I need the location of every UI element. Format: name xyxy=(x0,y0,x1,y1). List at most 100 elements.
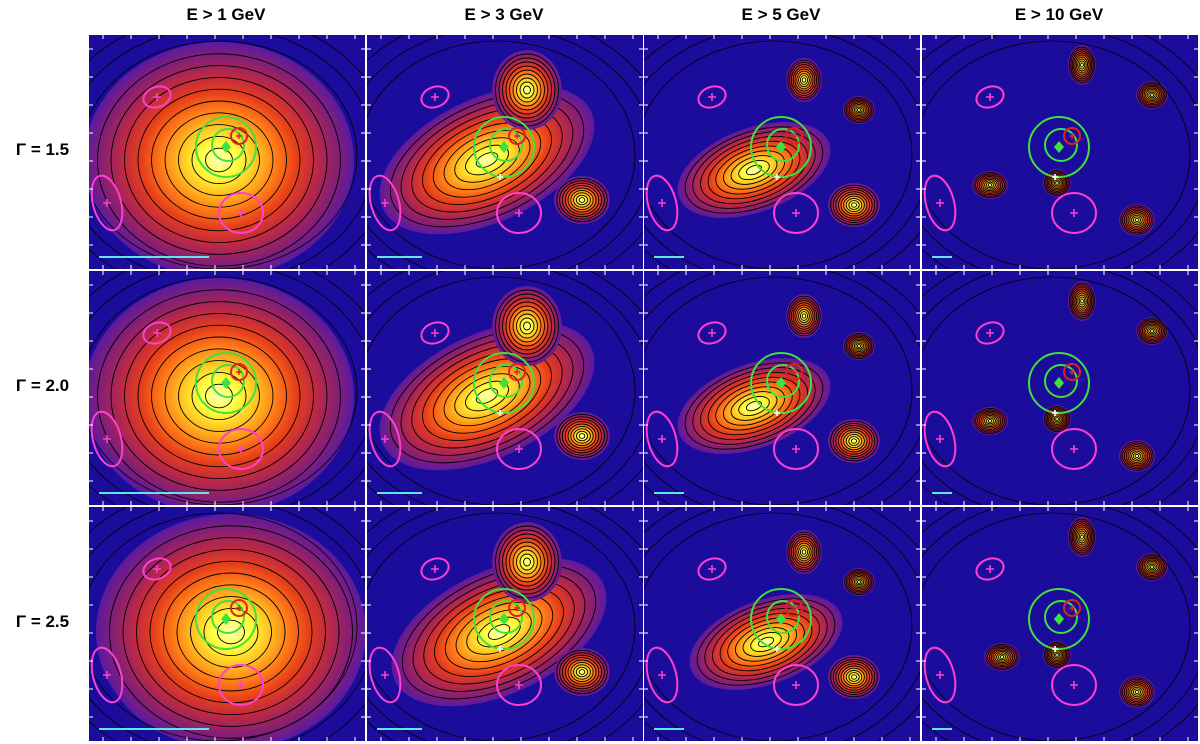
contour-line xyxy=(498,293,556,359)
contour-line xyxy=(1075,528,1089,546)
contour-line xyxy=(1122,678,1152,706)
contour-line xyxy=(1125,445,1149,467)
contour-line xyxy=(1143,323,1161,339)
emission-blob xyxy=(843,568,875,596)
contour-line xyxy=(850,674,858,680)
emission-blob xyxy=(1068,281,1096,321)
contour-line xyxy=(124,76,314,244)
contour-line xyxy=(832,658,876,696)
contour-line xyxy=(512,73,542,107)
contour-line xyxy=(856,580,862,584)
contour-line xyxy=(1123,680,1151,704)
contour-line xyxy=(502,533,552,591)
contour-line xyxy=(734,622,798,662)
contour-line xyxy=(994,650,1010,664)
panel-row3-col4 xyxy=(922,507,1198,741)
contour-line xyxy=(1073,52,1091,78)
contour-line xyxy=(567,423,597,449)
sky-map-image xyxy=(89,271,365,505)
sky-map-image xyxy=(922,35,1198,269)
contour-line xyxy=(699,371,809,441)
contour-line xyxy=(1131,686,1143,698)
contour-line xyxy=(840,429,868,453)
map-background xyxy=(922,271,1198,505)
contour-line xyxy=(844,568,874,596)
contour-line xyxy=(570,425,594,447)
contour-line xyxy=(1148,563,1156,571)
contour-line xyxy=(561,654,603,690)
contour-line xyxy=(798,72,810,88)
frame-ticks xyxy=(922,507,1198,741)
contour-line xyxy=(1045,171,1069,195)
contour-line xyxy=(715,145,793,195)
contour-line xyxy=(978,412,1002,430)
source-ellipse xyxy=(697,557,727,581)
contour-line xyxy=(1127,683,1147,701)
contour-line xyxy=(1078,60,1086,70)
source-ellipse xyxy=(90,646,124,704)
contour-line xyxy=(1078,296,1086,306)
contour-line xyxy=(975,409,1005,433)
source-ellipse xyxy=(368,174,402,232)
contour-line xyxy=(794,68,814,92)
contour-line xyxy=(722,150,786,190)
contour-line xyxy=(1045,407,1069,431)
panel-row3-col3 xyxy=(644,507,920,741)
contour-line xyxy=(1127,211,1147,229)
green-position-circles xyxy=(750,116,812,178)
source-ellipse xyxy=(773,192,819,234)
contour-line xyxy=(692,131,816,209)
contour-line xyxy=(465,380,509,412)
contour-line xyxy=(856,108,862,112)
contour-line xyxy=(1073,524,1091,550)
source-ellipse xyxy=(1051,664,1097,706)
contour-line xyxy=(495,525,559,599)
contour-line xyxy=(1145,560,1159,574)
contour-line xyxy=(217,619,245,645)
contour-line xyxy=(567,659,597,685)
contour-line xyxy=(575,430,589,442)
contour-line xyxy=(1043,169,1071,197)
emission-blob xyxy=(492,286,562,366)
contour-line xyxy=(845,98,873,122)
contour-line xyxy=(789,297,819,335)
contour-line xyxy=(984,416,996,426)
frame-ticks xyxy=(89,271,365,505)
contour-line xyxy=(987,183,993,187)
contour-line xyxy=(1149,329,1155,333)
emission-blob xyxy=(1119,676,1155,708)
contour-line xyxy=(1149,565,1155,569)
contour-line xyxy=(1046,172,1068,194)
source-ellipse xyxy=(368,410,402,468)
contour-line xyxy=(847,99,871,121)
contour-line xyxy=(835,661,873,693)
contour-line xyxy=(852,575,866,589)
emission-blob xyxy=(786,58,822,102)
green-position-circles xyxy=(473,116,535,178)
contour-line xyxy=(1074,526,1090,548)
contour-line xyxy=(400,336,574,456)
contour-line xyxy=(848,672,860,682)
contour-line xyxy=(845,570,873,594)
contour-line xyxy=(1068,282,1096,320)
contour-line xyxy=(423,579,575,685)
contour-line xyxy=(495,53,559,127)
contour-line xyxy=(789,61,819,99)
contour-line xyxy=(855,106,863,114)
contour-line xyxy=(570,661,594,683)
contour-line xyxy=(505,65,549,115)
emission-blob xyxy=(1136,553,1168,581)
red-position-circle xyxy=(1063,363,1081,381)
contour-line xyxy=(999,655,1005,659)
contour-line xyxy=(1078,532,1086,542)
row-label-gamma-2-0: Γ = 2.0 xyxy=(15,376,70,395)
contour-line xyxy=(847,335,871,357)
contour-line xyxy=(750,631,782,653)
contour-line xyxy=(730,155,778,185)
contour-line xyxy=(738,395,770,417)
emission-blob xyxy=(492,50,562,130)
contour-line xyxy=(922,40,1191,269)
contour-line xyxy=(711,607,821,677)
contour-line xyxy=(796,306,812,326)
sky-map-image xyxy=(367,271,643,505)
